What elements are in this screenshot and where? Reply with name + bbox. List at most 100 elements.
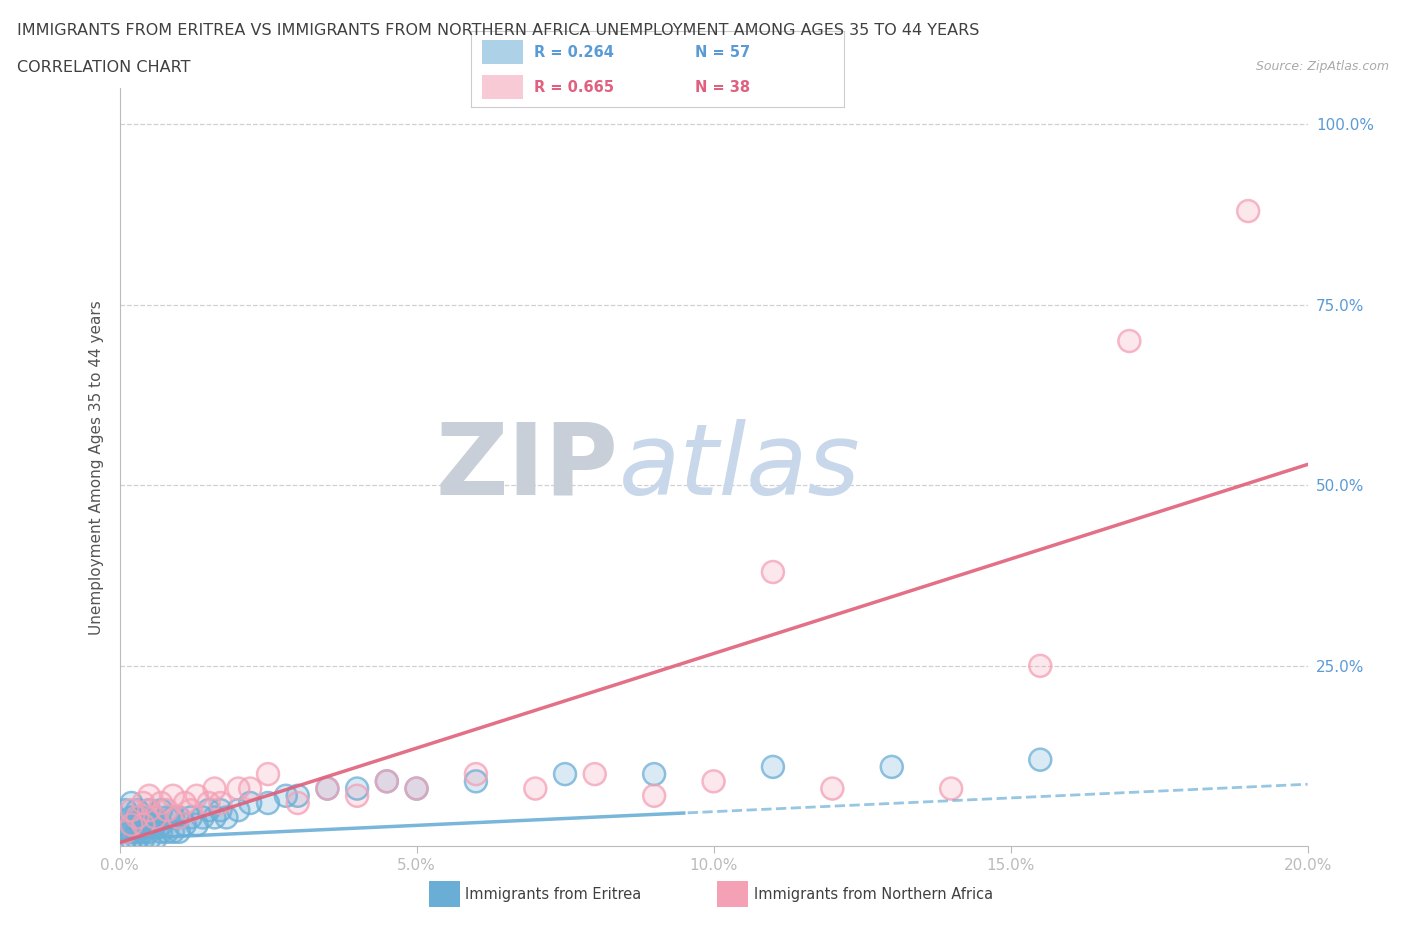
Point <box>180 803 202 817</box>
Point <box>150 795 173 810</box>
Point <box>257 795 280 810</box>
Point <box>880 760 903 775</box>
Point <box>1029 752 1052 767</box>
Point <box>228 781 250 796</box>
Point <box>167 810 190 825</box>
Point <box>120 824 142 839</box>
Point <box>197 803 219 817</box>
Point <box>186 789 208 804</box>
Point <box>643 789 665 804</box>
Point <box>239 795 262 810</box>
Point <box>138 803 160 817</box>
Point <box>132 795 155 810</box>
Point <box>643 766 665 781</box>
Point <box>127 831 149 846</box>
Point <box>583 766 606 781</box>
Point <box>762 760 785 775</box>
Point <box>156 824 179 839</box>
Point <box>173 817 195 832</box>
Point <box>143 810 166 825</box>
FancyBboxPatch shape <box>482 75 523 100</box>
Point <box>143 810 166 825</box>
Point <box>316 781 339 796</box>
Point <box>405 781 427 796</box>
Point <box>143 817 166 832</box>
Point <box>209 795 232 810</box>
Point <box>180 803 202 817</box>
Point <box>1237 204 1260 219</box>
Point <box>939 781 962 796</box>
Point <box>191 810 214 825</box>
Point <box>287 789 309 804</box>
Point <box>257 766 280 781</box>
Point <box>204 810 226 825</box>
Point <box>127 824 149 839</box>
Point <box>239 795 262 810</box>
Point <box>228 781 250 796</box>
Point <box>274 789 297 804</box>
Point <box>173 795 195 810</box>
Point <box>143 831 166 846</box>
Point <box>167 824 190 839</box>
Point <box>643 789 665 804</box>
Point <box>156 803 179 817</box>
Point <box>143 831 166 846</box>
Point <box>643 766 665 781</box>
Point <box>120 817 142 832</box>
Point <box>127 803 149 817</box>
Point <box>150 803 173 817</box>
Point <box>186 817 208 832</box>
Point <box>114 803 136 817</box>
Point <box>114 831 136 846</box>
Point <box>132 824 155 839</box>
Point <box>132 810 155 825</box>
Point <box>120 817 142 832</box>
Point <box>162 789 184 804</box>
Point <box>1029 658 1052 673</box>
Point <box>1237 204 1260 219</box>
Point <box>167 810 190 825</box>
Point <box>120 817 142 832</box>
Point <box>464 766 486 781</box>
Point <box>127 817 149 832</box>
Point <box>464 766 486 781</box>
FancyBboxPatch shape <box>482 40 523 64</box>
Point <box>1118 334 1140 349</box>
Point <box>228 803 250 817</box>
Point <box>405 781 427 796</box>
Point <box>215 810 238 825</box>
Point <box>762 565 785 579</box>
Point <box>143 810 166 825</box>
Point <box>239 781 262 796</box>
Point <box>1118 334 1140 349</box>
Point <box>204 781 226 796</box>
Point <box>405 781 427 796</box>
Point <box>143 810 166 825</box>
Point <box>346 789 368 804</box>
Point <box>127 810 149 825</box>
Point <box>150 803 173 817</box>
Point <box>150 795 173 810</box>
Point <box>162 824 184 839</box>
Point <box>173 795 195 810</box>
Point <box>114 817 136 832</box>
Point <box>524 781 547 796</box>
Point <box>287 795 309 810</box>
Point <box>702 774 725 789</box>
Point <box>120 795 142 810</box>
Text: CORRELATION CHART: CORRELATION CHART <box>17 60 190 75</box>
Point <box>228 803 250 817</box>
Point <box>162 810 184 825</box>
Point <box>375 774 398 789</box>
Point <box>375 774 398 789</box>
Point <box>114 831 136 846</box>
Point <box>346 789 368 804</box>
Point <box>375 774 398 789</box>
Point <box>1029 658 1052 673</box>
Point <box>162 810 184 825</box>
Point <box>150 817 173 832</box>
Point <box>239 781 262 796</box>
Point <box>138 817 160 832</box>
Text: R = 0.264: R = 0.264 <box>534 45 614 60</box>
Point <box>143 817 166 832</box>
